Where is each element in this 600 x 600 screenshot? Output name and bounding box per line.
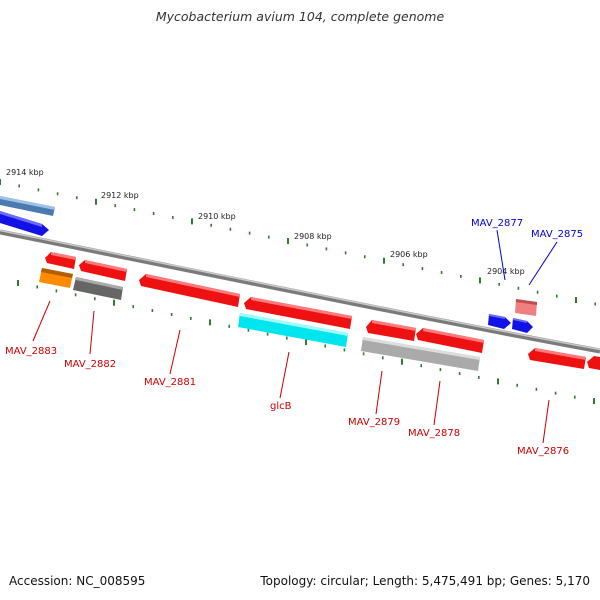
- genome-backbone-highlight: [0, 229, 600, 351]
- outer-tick-row: [0, 179, 597, 306]
- gene-label-mav2876[interactable]: MAV_2876: [517, 446, 569, 457]
- gene-mav2882-bar[interactable]: [73, 277, 123, 300]
- gene-label-mav2883[interactable]: MAV_2883: [5, 346, 57, 357]
- gene-mav2877-arrow[interactable]: [488, 314, 511, 329]
- callout-line: [169, 329, 181, 375]
- callout-line: [528, 241, 558, 286]
- callout-line: [496, 229, 506, 281]
- kbp-label: 2910 kbp: [198, 212, 236, 221]
- gene-red-arrow[interactable]: [79, 260, 127, 281]
- gene-red-arrow-edge[interactable]: [587, 356, 600, 370]
- gene-steelblue-bar[interactable]: [0, 196, 55, 216]
- gene-label-mav2875[interactable]: MAV_2875: [531, 229, 583, 240]
- gene-label-glcb[interactable]: glcB: [270, 401, 292, 412]
- kbp-label: 2904 kbp: [487, 267, 525, 276]
- gene-blue-arrow-left[interactable]: [0, 211, 49, 236]
- gene-red-arrow[interactable]: [45, 252, 76, 269]
- gene-label-mav2878[interactable]: MAV_2878: [408, 428, 460, 439]
- gene-mav2881-arrow[interactable]: [139, 274, 240, 307]
- callout-line: [375, 370, 383, 415]
- gene-mav2878-arrow[interactable]: [416, 328, 484, 353]
- genome-summary-text: Topology: circular; Length: 5,475,491 bp…: [260, 574, 590, 588]
- gene-mav2875-arrow[interactable]: [512, 318, 533, 333]
- kbp-label: 2912 kbp: [101, 191, 139, 200]
- inner-tick-row: [17, 280, 595, 405]
- callout-line: [433, 380, 441, 426]
- genome-title: Mycobacterium avium 104, complete genome: [155, 9, 445, 24]
- gene-pink-marker[interactable]: [515, 299, 537, 316]
- callout-line: [32, 300, 51, 342]
- gene-mav2876-arrow[interactable]: [528, 348, 586, 369]
- gene-label-mav2881[interactable]: MAV_2881: [144, 377, 196, 388]
- callout-line: [542, 399, 550, 444]
- gene-mav2879-bar[interactable]: [361, 337, 480, 371]
- gene-red-arrow[interactable]: [366, 320, 416, 341]
- gene-label-mav2879[interactable]: MAV_2879: [348, 417, 400, 428]
- gene-mav2883-bar[interactable]: [39, 268, 73, 288]
- gene-red-arrow[interactable]: [244, 297, 352, 329]
- callout-line: [89, 310, 95, 355]
- kbp-label: 2914 kbp: [6, 168, 44, 177]
- kbp-label: 2906 kbp: [390, 250, 428, 259]
- gene-glcb-bar[interactable]: [238, 313, 348, 347]
- kbp-label: 2908 kbp: [294, 232, 332, 241]
- accession-text: Accession: NC_008595: [9, 574, 146, 588]
- genome-backbone: [0, 229, 600, 354]
- gene-label-mav2882[interactable]: MAV_2882: [64, 359, 116, 370]
- gene-label-mav2877[interactable]: MAV_2877: [471, 218, 523, 229]
- callout-line: [279, 351, 290, 399]
